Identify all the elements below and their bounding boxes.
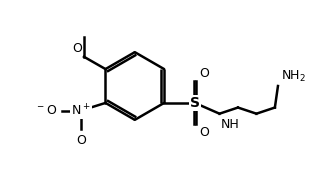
Text: S: S [190,96,200,110]
Text: NH: NH [221,118,240,131]
Text: N$^+$: N$^+$ [71,103,91,118]
Text: O: O [199,126,209,139]
Text: $^-$O: $^-$O [35,104,58,117]
Text: O: O [76,134,86,147]
Text: O: O [72,42,82,55]
Text: O: O [199,67,209,80]
Text: NH$_2$: NH$_2$ [281,69,306,84]
